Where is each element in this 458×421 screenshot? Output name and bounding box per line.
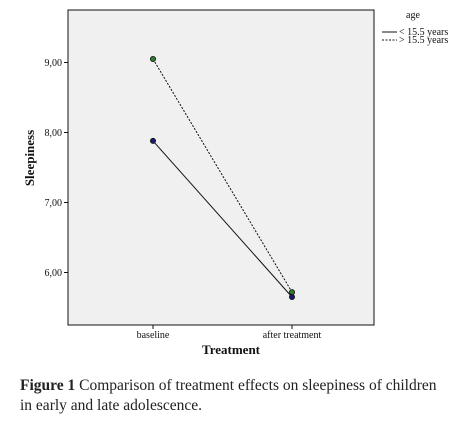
x-tick-label: after treatment	[263, 330, 322, 341]
series-1-line	[152, 140, 293, 298]
series-1-point	[149, 137, 156, 144]
legend: age < 15.5 years > 15.5 years	[382, 10, 448, 46]
legend-title: age	[406, 10, 420, 21]
series-2-point	[288, 289, 295, 296]
y-tick-label: 6,00	[45, 268, 63, 279]
y-axis-title: Sleepiness	[22, 130, 37, 186]
series-layer	[149, 56, 295, 300]
legend-label-series-1: < 15.5 years	[399, 27, 448, 38]
plot-area	[67, 9, 375, 326]
legend-label-series-2: > 15.5 years	[399, 35, 448, 46]
y-tick-label: 9,00	[45, 58, 63, 69]
axis-layer: 6,00 7,00 8,00 9,00 baseline after treatment	[45, 58, 322, 341]
figure-caption: Figure 1 Comparison of treatment effects…	[20, 376, 450, 416]
y-tick-label: 8,00	[45, 128, 63, 139]
figure-label: Figure 1	[20, 377, 76, 394]
caption-text: Comparison of treatment effects on sleep…	[20, 377, 437, 414]
series-1-point	[288, 293, 295, 300]
x-axis-title: Treatment	[202, 342, 261, 357]
series-2-point	[149, 56, 156, 63]
y-tick-label: 7,00	[45, 198, 63, 209]
x-tick-label: baseline	[137, 330, 170, 341]
